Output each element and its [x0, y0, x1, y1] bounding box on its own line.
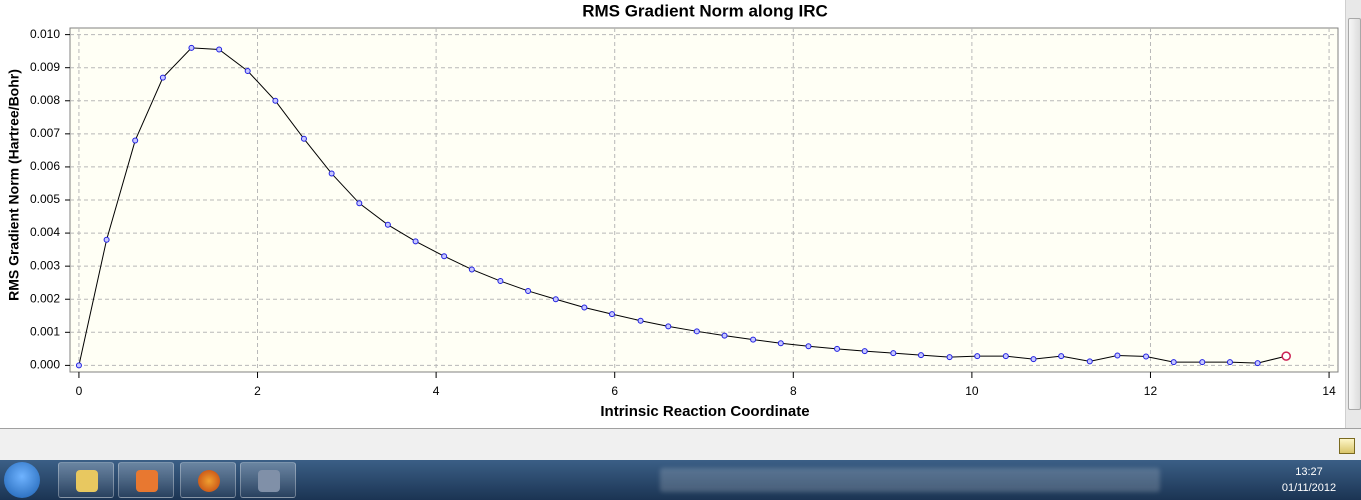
data-point [1030, 356, 1037, 363]
y-tick-label: 0.007 [30, 126, 60, 140]
data-point [581, 304, 588, 311]
y-axis-label: RMS Gradient Norm (Hartree/Bohr) [6, 69, 22, 301]
chart: RMS Gradient Norm along IRC Intrinsic Re… [0, 0, 1345, 428]
x-tick-label: 12 [1144, 384, 1158, 398]
data-point [1170, 359, 1177, 366]
status-strip [0, 428, 1361, 460]
data-point [834, 345, 841, 352]
data-point [132, 137, 139, 144]
y-tick-label: 0.003 [30, 258, 60, 272]
scroll-thumb[interactable] [1348, 18, 1361, 410]
data-point [75, 362, 82, 369]
data-point [890, 350, 897, 357]
data-point [525, 287, 532, 294]
scrollbar[interactable] [1345, 0, 1361, 428]
data-point [861, 348, 868, 355]
data-point [552, 296, 559, 303]
data-point [805, 343, 812, 350]
data-point [244, 68, 251, 74]
data-point [1143, 353, 1150, 360]
data-point [412, 238, 419, 245]
data-point [693, 328, 700, 335]
start-button[interactable] [4, 462, 40, 498]
data-point [468, 266, 475, 273]
data-point [384, 221, 391, 228]
data-point [917, 352, 924, 359]
x-tick-label: 14 [1322, 384, 1336, 398]
x-tick-label: 0 [76, 384, 83, 398]
y-tick-label: 0.000 [30, 358, 60, 372]
chart-title: RMS Gradient Norm along IRC [582, 1, 828, 20]
data-point [609, 311, 616, 318]
data-point [1226, 359, 1233, 366]
x-axis-label: Intrinsic Reaction Coordinate [600, 403, 809, 420]
y-tick-label: 0.008 [30, 93, 60, 107]
data-point [272, 97, 279, 104]
blurred-window-title [660, 468, 1160, 492]
data-point [1114, 352, 1121, 359]
y-tick-label: 0.010 [30, 27, 60, 41]
data-point [497, 278, 504, 285]
y-tick-label: 0.004 [30, 225, 60, 239]
data-point [974, 353, 981, 360]
data-point [1199, 359, 1206, 366]
help-button[interactable] [1339, 438, 1355, 454]
explorer-button[interactable] [58, 462, 114, 498]
data-point [1086, 358, 1093, 365]
y-tick-label: 0.002 [30, 291, 60, 305]
x-tick-label: 8 [790, 384, 797, 398]
data-point [946, 354, 953, 361]
data-point [441, 253, 448, 260]
clock[interactable]: 13:27 01/11/2012 [1269, 464, 1349, 496]
data-point [1058, 353, 1065, 360]
data-point [721, 332, 728, 339]
firefox-button[interactable] [180, 462, 236, 498]
data-point [159, 74, 166, 81]
data-point [1002, 353, 1009, 360]
y-tick-label: 0.009 [30, 60, 60, 74]
data-point [216, 46, 223, 53]
data-point [777, 340, 784, 347]
taskbar: 13:27 01/11/2012 [0, 460, 1361, 500]
data-point [188, 44, 195, 51]
clock-date: 01/11/2012 [1281, 482, 1337, 494]
y-tick-label: 0.005 [30, 192, 60, 206]
x-tick-label: 4 [433, 384, 440, 398]
data-point [750, 336, 757, 343]
data-point [356, 200, 363, 207]
data-point [328, 170, 335, 177]
data-point [637, 317, 644, 324]
data-point [1281, 351, 1291, 361]
data-point [103, 236, 110, 243]
gaussview-button[interactable] [240, 462, 296, 498]
y-tick-label: 0.006 [30, 159, 60, 173]
media-button[interactable] [118, 462, 174, 498]
data-point [300, 135, 307, 142]
clock-time: 13:27 [1295, 466, 1323, 478]
x-tick-label: 10 [965, 384, 979, 398]
data-point [1254, 360, 1261, 367]
y-tick-label: 0.001 [30, 324, 60, 338]
x-tick-label: 2 [254, 384, 261, 398]
data-point [665, 323, 672, 330]
data-line [78, 47, 1287, 366]
x-tick-label: 6 [611, 384, 618, 398]
